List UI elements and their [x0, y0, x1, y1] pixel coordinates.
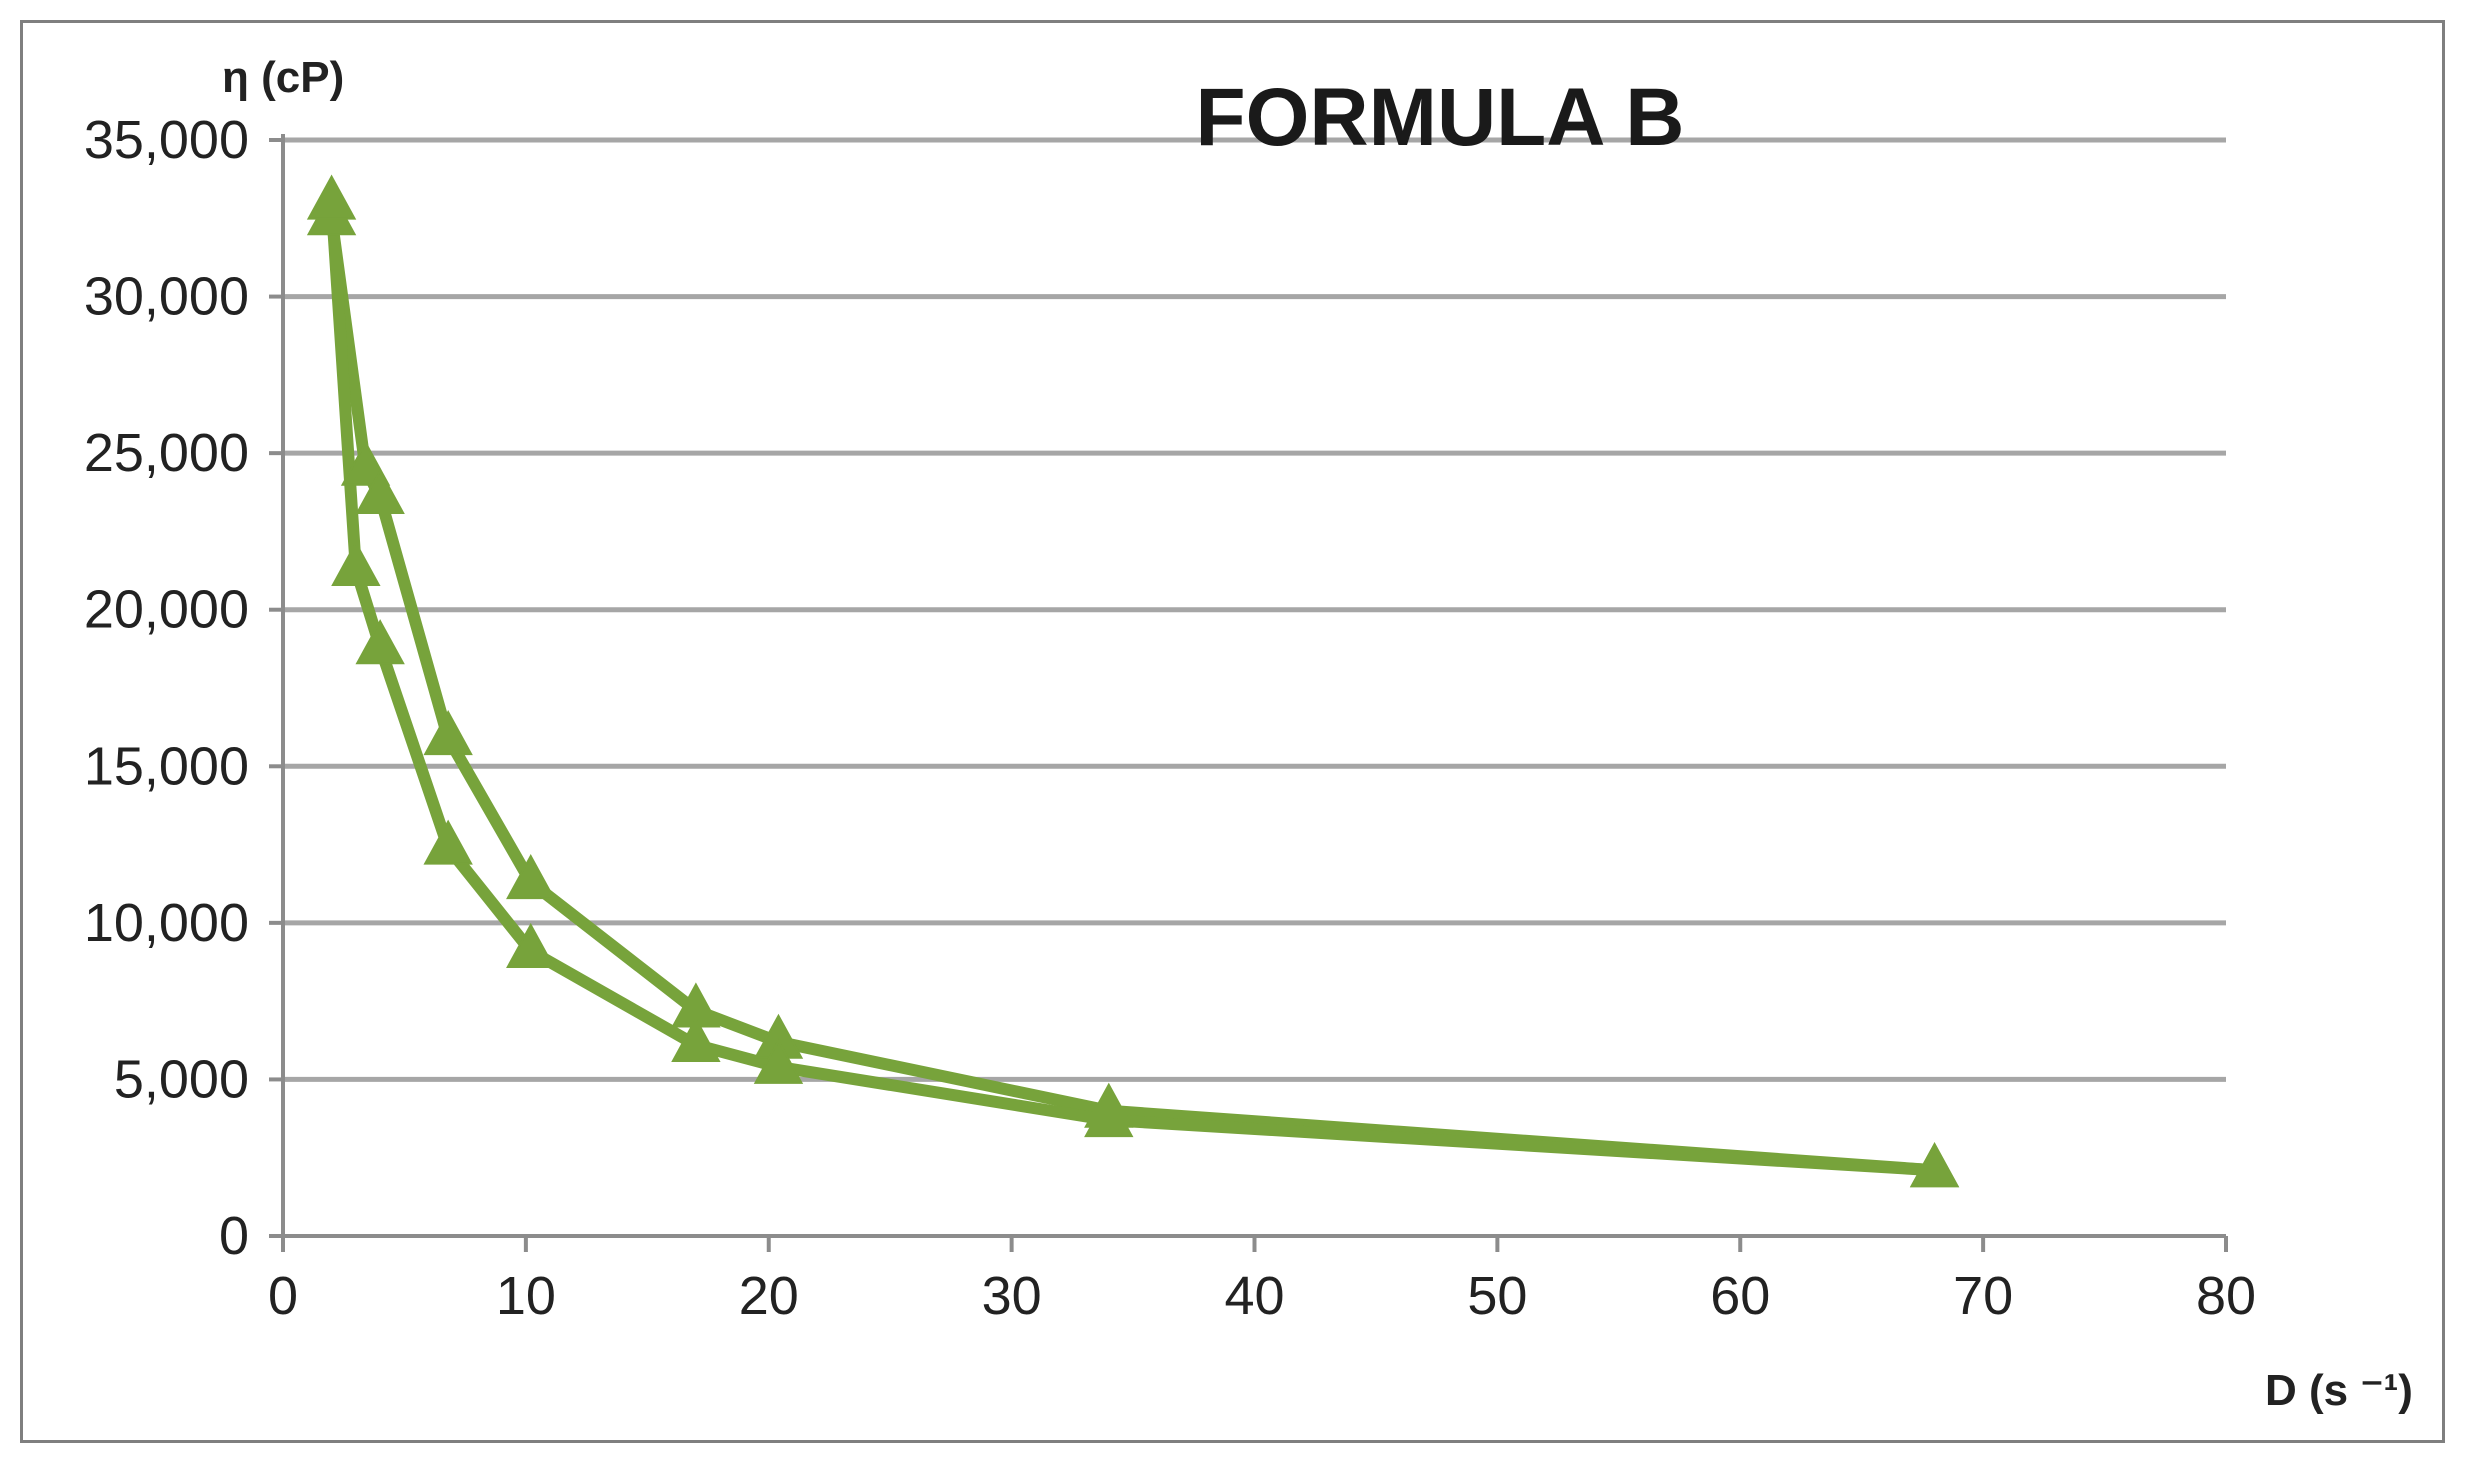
data-point: [423, 709, 473, 756]
x-axis-label: D (s ⁻¹): [2265, 1366, 2413, 1415]
data-point: [355, 619, 405, 665]
data-point: [340, 440, 391, 486]
x-tick-label: 70: [1953, 1266, 2013, 1326]
grid-lines: [283, 137, 2226, 1082]
y-tick-label: 0: [219, 1206, 249, 1266]
x-tick-label: 30: [982, 1266, 1042, 1326]
data-point: [355, 468, 405, 514]
data-point: [423, 819, 473, 865]
x-tick-label: 80: [2196, 1266, 2256, 1326]
x-tick-label: 0: [268, 1266, 298, 1326]
series-line: [325, 212, 1941, 1177]
tick-labels: 0 5,000 10,000 15,000 20,000 25,000 30,000 35,0…: [84, 110, 2256, 1326]
data-point: [753, 1038, 804, 1084]
y-tick-label: 25,000: [84, 423, 249, 483]
chart-title: FORMULA B: [1196, 72, 1685, 163]
data-point: [671, 1016, 721, 1062]
data-point: [506, 854, 556, 900]
axes: [269, 134, 2228, 1252]
x-tick-label: 40: [1224, 1266, 1284, 1326]
series-line: [325, 196, 1941, 1177]
y-tick-label: 30,000: [84, 267, 249, 327]
y-tick-label: 20,000: [84, 580, 249, 640]
data-point: [306, 174, 357, 220]
data-point: [506, 922, 556, 968]
x-tick-label: 50: [1467, 1266, 1527, 1326]
x-tick-label: 10: [496, 1266, 556, 1326]
x-tick-label: 60: [1710, 1266, 1770, 1326]
data-point: [331, 540, 381, 586]
data-point: [1084, 1092, 1134, 1138]
y-tick-label: 10,000: [84, 893, 249, 953]
chart-frame: [20, 20, 2445, 1443]
y-tick-label: 15,000: [84, 736, 249, 796]
y-tick-label: 5,000: [114, 1049, 249, 1109]
x-tick-label: 20: [739, 1266, 799, 1326]
data-point: [1909, 1142, 1960, 1188]
series-markers: [306, 174, 1960, 1188]
y-tick-label: 35,000: [84, 110, 249, 170]
series-lines: [325, 196, 1941, 1177]
y-axis-label: η (cP): [222, 53, 344, 102]
